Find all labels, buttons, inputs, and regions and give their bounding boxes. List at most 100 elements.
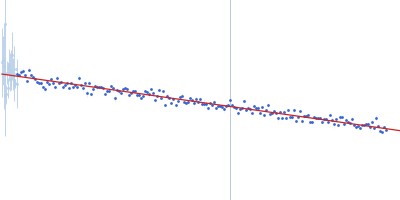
Point [198,103,205,106]
Point [341,123,347,126]
Point [96,86,102,89]
Point [224,103,231,106]
Point [323,117,329,120]
Point [321,118,327,121]
Point [172,104,179,107]
Point [222,104,229,107]
Point [144,90,151,94]
Point [240,99,247,102]
Point [52,86,58,89]
Point [268,112,275,115]
Point [299,120,305,123]
Point [262,108,269,111]
Point [146,92,153,96]
Point [271,110,277,113]
Point [174,99,181,102]
Point [335,124,341,127]
Point [218,106,225,109]
Point [297,110,303,113]
Point [375,124,381,127]
Point [124,87,130,91]
Point [12,82,18,85]
Point [200,102,207,105]
Point [214,105,221,108]
Point [86,82,92,85]
Point [58,81,64,84]
Point [246,108,253,111]
Point [236,107,243,110]
Point [7,71,13,74]
Point [9,54,15,57]
Point [4,71,10,74]
Point [333,117,339,120]
Point [32,77,38,80]
Point [10,72,17,75]
Point [36,82,42,85]
Point [289,116,295,119]
Point [13,67,19,70]
Point [309,121,315,124]
Point [182,101,189,104]
Point [80,87,86,90]
Point [248,112,255,115]
Point [178,94,185,97]
Point [188,99,195,102]
Point [152,99,159,102]
Point [76,77,82,80]
Point [232,106,239,110]
Point [128,92,134,95]
Point [345,121,351,124]
Point [186,96,193,99]
Point [40,86,46,89]
Point [102,93,108,96]
Point [108,85,114,88]
Point [353,125,359,128]
Point [220,107,227,110]
Point [14,72,20,75]
Point [8,77,14,81]
Point [90,87,96,91]
Point [120,88,126,91]
Point [184,100,191,104]
Point [64,82,70,85]
Point [277,111,283,114]
Point [258,105,265,108]
Point [291,109,297,112]
Point [357,126,363,129]
Point [164,95,171,98]
Point [254,106,261,109]
Point [28,73,34,77]
Point [170,98,177,101]
Point [11,78,18,82]
Point [136,93,142,96]
Point [1,65,7,68]
Point [166,96,173,99]
Point [216,105,223,108]
Point [72,84,78,87]
Point [10,72,16,76]
Point [30,75,36,79]
Point [212,107,219,110]
Point [238,107,245,110]
Point [196,98,203,101]
Point [0,59,6,62]
Point [18,70,24,73]
Point [154,94,161,97]
Point [279,116,285,119]
Point [359,124,365,127]
Point [2,95,8,98]
Point [98,85,104,89]
Point [134,94,140,97]
Point [337,116,343,119]
Point [242,108,249,111]
Point [373,117,379,120]
Point [256,111,263,114]
Point [60,86,66,89]
Point [327,113,333,116]
Point [3,93,9,96]
Point [6,63,12,67]
Point [204,107,211,110]
Point [62,84,68,87]
Point [317,116,323,119]
Point [4,66,11,70]
